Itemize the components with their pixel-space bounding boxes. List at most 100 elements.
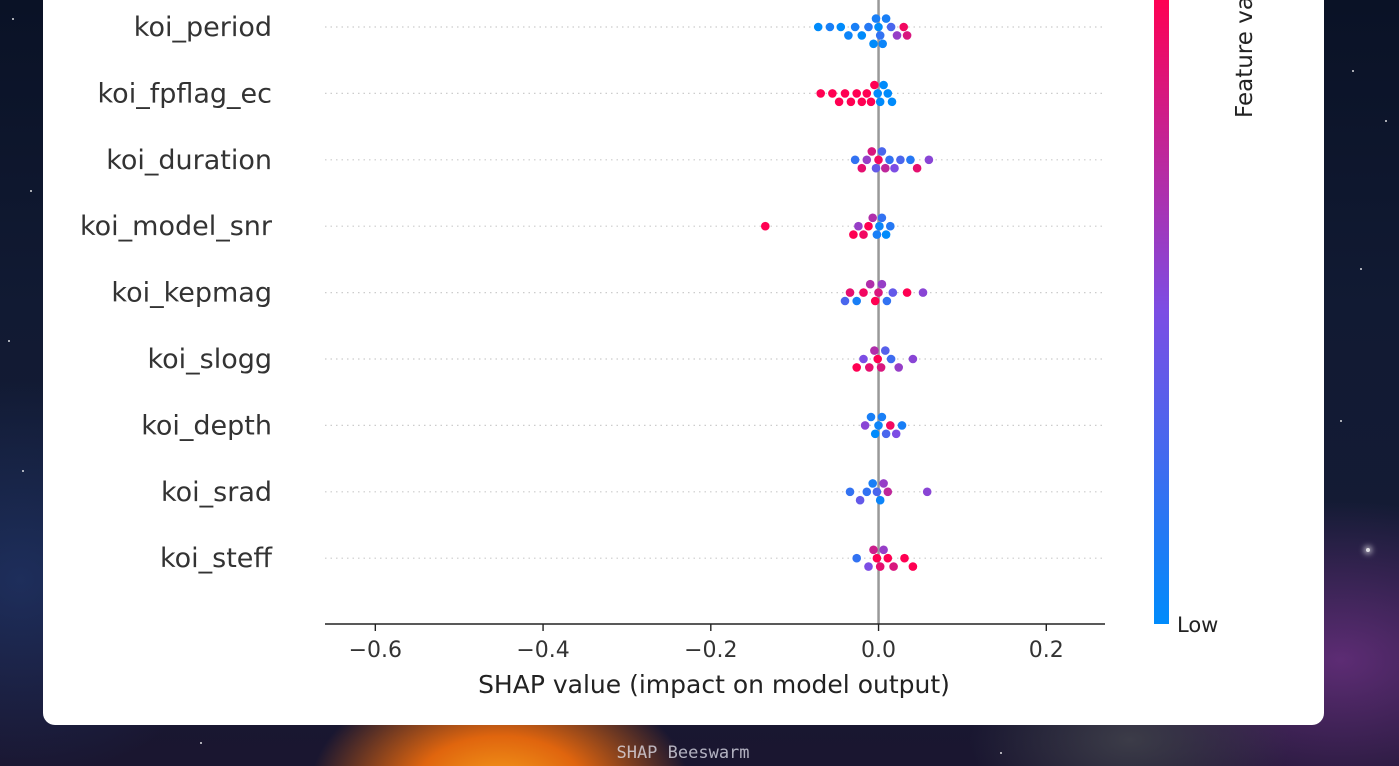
x-tick-label: −0.2 (684, 638, 737, 663)
shap-point (873, 89, 882, 98)
shap-point (874, 288, 883, 297)
star (1366, 548, 1370, 552)
shap-point (875, 562, 885, 571)
feature-label-koi_model_snr: koi_model_snr (80, 211, 273, 242)
shap-point (844, 31, 853, 40)
shap-point (870, 80, 879, 90)
shap-point (868, 479, 877, 488)
shap-point (872, 553, 882, 563)
shap-point (888, 288, 898, 297)
shap-point (881, 230, 891, 239)
shap-point (813, 22, 823, 32)
shap-point (868, 213, 877, 223)
feature-label-koi_period: koi_period (134, 12, 272, 43)
shap-point (866, 97, 876, 107)
x-tick-label: 0.2 (1029, 638, 1064, 663)
shap-point (866, 412, 876, 422)
shap-point (882, 296, 892, 306)
shap-point (852, 553, 861, 563)
shap-point (881, 163, 890, 173)
shap-point (869, 39, 878, 49)
shap-point (887, 97, 897, 107)
shap-point (918, 288, 928, 297)
x-axis-label: SHAP value (impact on model output) (478, 670, 950, 699)
shap-point (878, 39, 887, 49)
feature-label-koi_kepmag: koi_kepmag (111, 278, 272, 309)
shap-point (873, 354, 882, 364)
feature-label-koi_depth: koi_depth (141, 410, 272, 441)
shap-point (875, 31, 885, 40)
shap-point (877, 147, 887, 156)
shap-point (883, 553, 893, 563)
star (1000, 752, 1002, 754)
shap-points (761, 14, 934, 571)
shap-point (828, 89, 837, 98)
shap-point (900, 553, 909, 563)
shap-point (816, 89, 825, 98)
x-tick-label: −0.4 (516, 638, 569, 663)
shap-point (845, 288, 855, 297)
shap-point (897, 421, 907, 430)
shap-point (879, 545, 888, 555)
shap-point (883, 487, 893, 497)
shap-point (877, 279, 887, 289)
shap-point (886, 22, 896, 32)
shap-point (862, 487, 872, 497)
colorbar-title: Feature value (1232, 0, 1258, 118)
star (22, 470, 24, 472)
shap-point (890, 163, 899, 173)
shap-point (892, 31, 902, 40)
shap-point (872, 230, 882, 239)
shap-point (872, 487, 882, 497)
shap-point (859, 354, 868, 364)
shap-point (908, 354, 918, 364)
shap-point (859, 288, 868, 297)
shap-point (899, 22, 908, 32)
x-axis-ticks: −0.6 −0.4 −0.2 0.0 0.2 (349, 624, 1064, 663)
shap-point (877, 213, 887, 223)
shap-point (761, 221, 770, 231)
shap-point (864, 562, 873, 571)
shap-point (908, 562, 918, 571)
shap-point (860, 421, 870, 430)
chart-panel: koi_period koi_fpflag_ec koi_duration koi_m… (43, 0, 1324, 725)
star (30, 190, 32, 192)
shap-point (881, 429, 891, 439)
shap-point (850, 155, 860, 165)
shap-beeswarm-chart: koi_period koi_fpflag_ec koi_duration koi_m… (80, 0, 1258, 699)
shap-point (883, 89, 893, 98)
shap-point (864, 221, 873, 231)
colorbar-gradient (1154, 0, 1169, 624)
shap-point (875, 495, 885, 505)
shap-point (874, 155, 883, 165)
feature-label-koi_srad: koi_srad (161, 477, 272, 508)
caption-label: SHAP Beeswarm (616, 743, 750, 763)
shap-point (870, 429, 880, 439)
shap-point (902, 288, 912, 297)
shap-point (870, 296, 880, 306)
shap-point (852, 363, 861, 372)
shap-point (922, 487, 932, 497)
feature-labels: koi_period koi_fpflag_ec koi_duration koi_m… (80, 12, 273, 574)
shap-point (857, 31, 867, 40)
colorbar-low-label: Low (1177, 613, 1218, 637)
shap-point (854, 221, 863, 231)
shap-point (874, 421, 883, 430)
shap-point (862, 155, 872, 165)
shap-point (875, 97, 885, 107)
shap-point (840, 89, 850, 98)
feature-label-koi_duration: koi_duration (106, 145, 272, 176)
shap-point (877, 412, 887, 422)
shap-point (867, 147, 877, 156)
shap-point (834, 97, 844, 107)
shap-point (846, 97, 856, 107)
shap-point (871, 14, 881, 23)
shap-point (881, 346, 890, 355)
shap-point (865, 363, 874, 372)
shap-point (879, 479, 888, 488)
shap-point (886, 221, 895, 231)
star (1340, 420, 1342, 422)
shap-point (864, 22, 873, 32)
shap-point (862, 89, 872, 98)
shap-point (852, 296, 861, 306)
